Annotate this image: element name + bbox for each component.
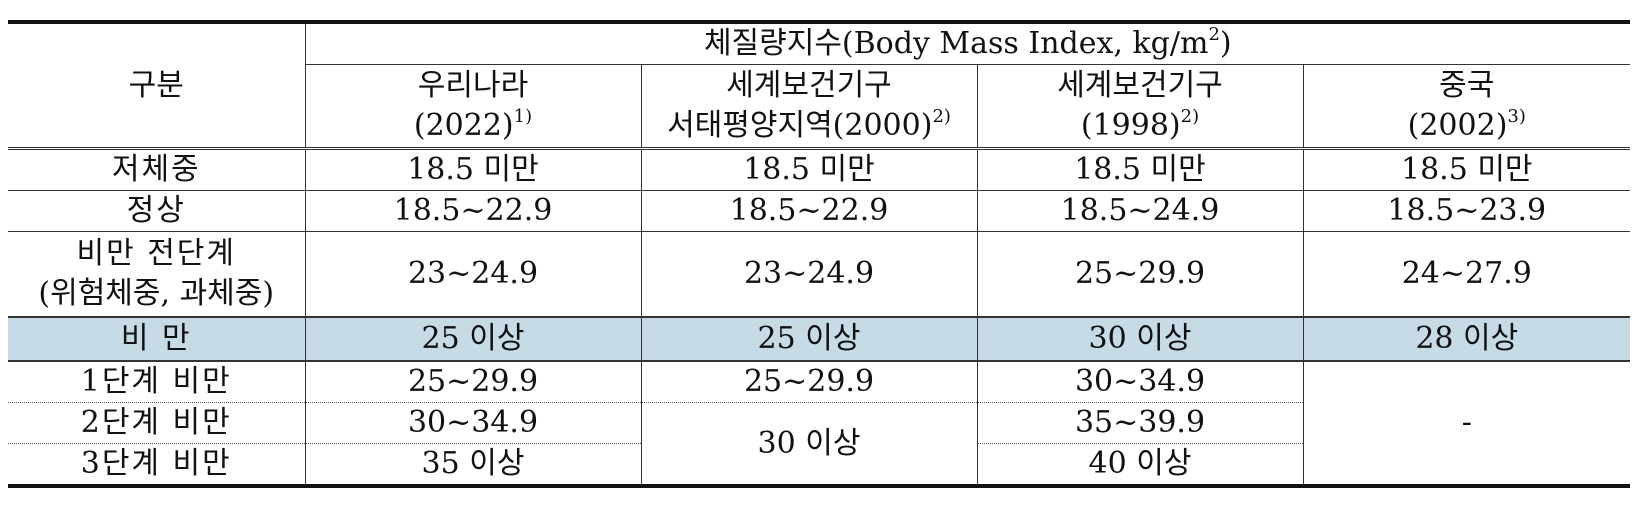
table-row-stage3: 3단계 비만 35 이상 40 이상	[8, 443, 1630, 488]
cell-underweight-who-wpro: 18.5 미만	[640, 148, 978, 191]
table-row-stage1: 1단계 비만 25~29.9 25~29.9 30~34.9 -	[8, 360, 1631, 488]
bmi-table: 구분 체질량지수(Body Mass Index, kg/m2) 우리나라 (2…	[8, 20, 1631, 488]
header-title: 체질량지수(Body Mass Index, kg/m2)	[304, 20, 1631, 65]
table-row-underweight: 저체중 18.5 미만 18.5 미만 18.5 미만 18.5 미만	[8, 148, 1631, 191]
row-label-pre-obese-line2: (위험체중, 과체중)	[38, 276, 275, 311]
cell-obese-who: 30 이상	[976, 316, 1304, 362]
cell-stage23-who-wpro: 30 이상	[640, 402, 978, 488]
header-col-korea-year: (2022)	[413, 108, 514, 143]
header-col-china-year: (2002)	[1407, 108, 1508, 143]
header-col-china-note: 3)	[1507, 106, 1526, 127]
table-row-obese: 비 만 25 이상 25 이상 30 이상 28 이상	[8, 316, 1631, 362]
header-category: 구분	[8, 20, 306, 150]
row-label-pre-obese: 비만 전단계 (위험체중, 과체중)	[8, 231, 306, 317]
row-label-obese: 비 만	[8, 316, 306, 362]
header-col-who-wpro-year: 서태평양지역(2000)	[667, 108, 933, 143]
cell-normal-who: 18.5~24.9	[976, 190, 1304, 232]
header-col-china-name: 중국	[1439, 68, 1495, 103]
cell-underweight-who: 18.5 미만	[976, 148, 1304, 191]
cell-pre-obese-china: 24~27.9	[1302, 231, 1631, 317]
header-col-who-wpro: 세계보건기구 서태평양지역(2000)2)	[640, 64, 978, 150]
cell-obese-korea: 25 이상	[304, 316, 642, 362]
row-label-underweight: 저체중	[8, 148, 306, 191]
header-col-who-year: (1998)	[1080, 108, 1181, 143]
header-col-korea-note: 1)	[513, 106, 533, 127]
cell-stage2-korea: 30~34.9	[304, 402, 642, 444]
header-col-china: 중국 (2002)3)	[1302, 64, 1631, 150]
cell-obese-china: 28 이상	[1302, 316, 1631, 362]
cell-normal-china: 18.5~23.9	[1302, 190, 1631, 232]
header-col-who-wpro-note: 2)	[932, 106, 951, 127]
header-col-who-note: 2)	[1180, 106, 1200, 127]
cell-normal-korea: 18.5~22.9	[304, 190, 642, 232]
cell-stage2-who: 35~39.9	[976, 402, 1303, 444]
cell-stage3-who: 40 이상	[976, 443, 1303, 488]
header-col-who: 세계보건기구 (1998)2)	[976, 64, 1304, 150]
row-label-pre-obese-line1: 비만 전단계	[76, 236, 237, 271]
row-label-stage2: 2단계 비만	[8, 402, 306, 444]
header-col-who-name: 세계보건기구	[1057, 68, 1223, 103]
table-row-pre-obese: 비만 전단계 (위험체중, 과체중) 23~24.9 23~24.9 25~29…	[8, 231, 1631, 317]
header-col-who-wpro-name: 세계보건기구	[726, 68, 892, 103]
cell-stage3-korea: 35 이상	[304, 443, 642, 488]
row-label-normal: 정상	[8, 190, 306, 232]
header-col-korea-name: 우리나라	[417, 68, 529, 103]
cell-pre-obese-who-wpro: 23~24.9	[640, 231, 978, 317]
bmi-classification-table: 구분 체질량지수(Body Mass Index, kg/m2) 우리나라 (2…	[8, 20, 1631, 488]
cell-pre-obese-who: 25~29.9	[976, 231, 1304, 317]
table-row-normal: 정상 18.5~22.9 18.5~22.9 18.5~24.9 18.5~23…	[8, 190, 1631, 232]
cell-underweight-china: 18.5 미만	[1302, 148, 1631, 191]
header-title-text: 체질량지수(Body Mass Index, kg/m	[703, 26, 1209, 61]
header-category-label: 구분	[128, 67, 184, 103]
cell-stage1-korea: 25~29.9	[304, 360, 642, 403]
header-col-korea: 우리나라 (2022)1)	[305, 64, 642, 150]
cell-obese-who-wpro: 25 이상	[640, 316, 978, 362]
row-label-stage1: 1단계 비만	[8, 360, 306, 403]
header-title-close: )	[1219, 26, 1232, 61]
table-row-stage2: 2단계 비만 30~34.9 30 이상 35~39.9	[8, 402, 1630, 488]
cell-stage1-who-wpro: 25~29.9	[640, 360, 978, 403]
row-label-stage3: 3단계 비만	[8, 443, 306, 488]
cell-pre-obese-korea: 23~24.9	[304, 231, 642, 317]
cell-underweight-korea: 18.5 미만	[304, 148, 642, 191]
cell-stages-china: -	[1302, 360, 1631, 488]
cell-stage1-who: 30~34.9	[976, 360, 1304, 403]
cell-normal-who-wpro: 18.5~22.9	[640, 190, 978, 232]
header-title-sup: 2	[1208, 24, 1220, 45]
